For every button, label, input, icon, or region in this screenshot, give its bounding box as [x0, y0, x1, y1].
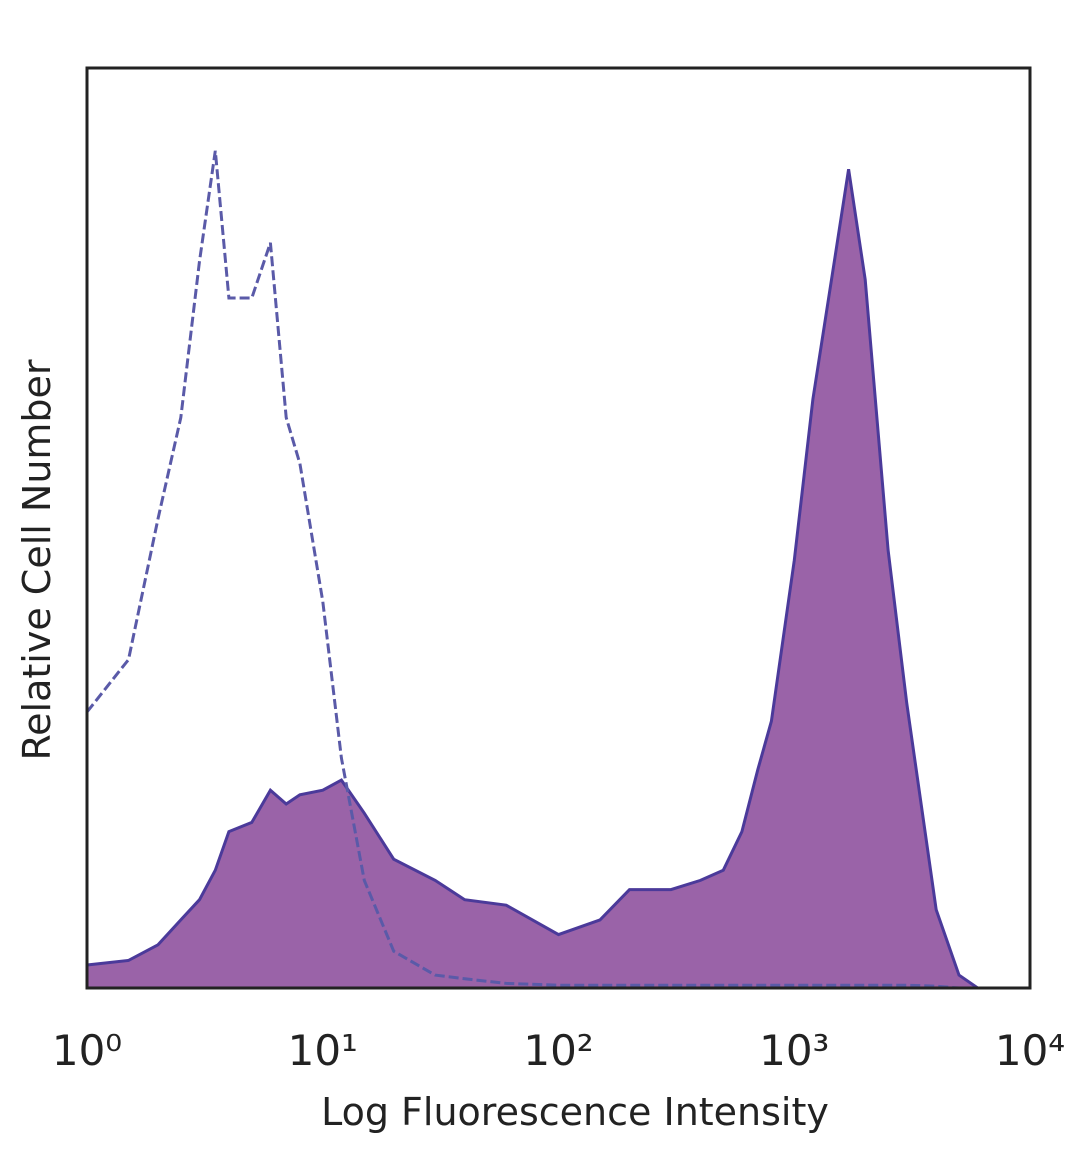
x-tick-label: 10⁴ — [995, 1026, 1065, 1075]
filled-histogram — [85, 168, 983, 990]
y-axis-label: Relative Cell Number — [15, 359, 59, 760]
control-histogram — [85, 150, 978, 990]
x-tick-label: 10⁰ — [52, 1026, 122, 1075]
x-tick-label: 10³ — [759, 1026, 829, 1075]
x-tick-label: 10¹ — [288, 1026, 358, 1075]
x-tick-label: 10² — [523, 1026, 593, 1075]
plot-frame — [85, 66, 1032, 990]
x-axis-label: Log Fluorescence Intensity — [321, 1090, 829, 1134]
